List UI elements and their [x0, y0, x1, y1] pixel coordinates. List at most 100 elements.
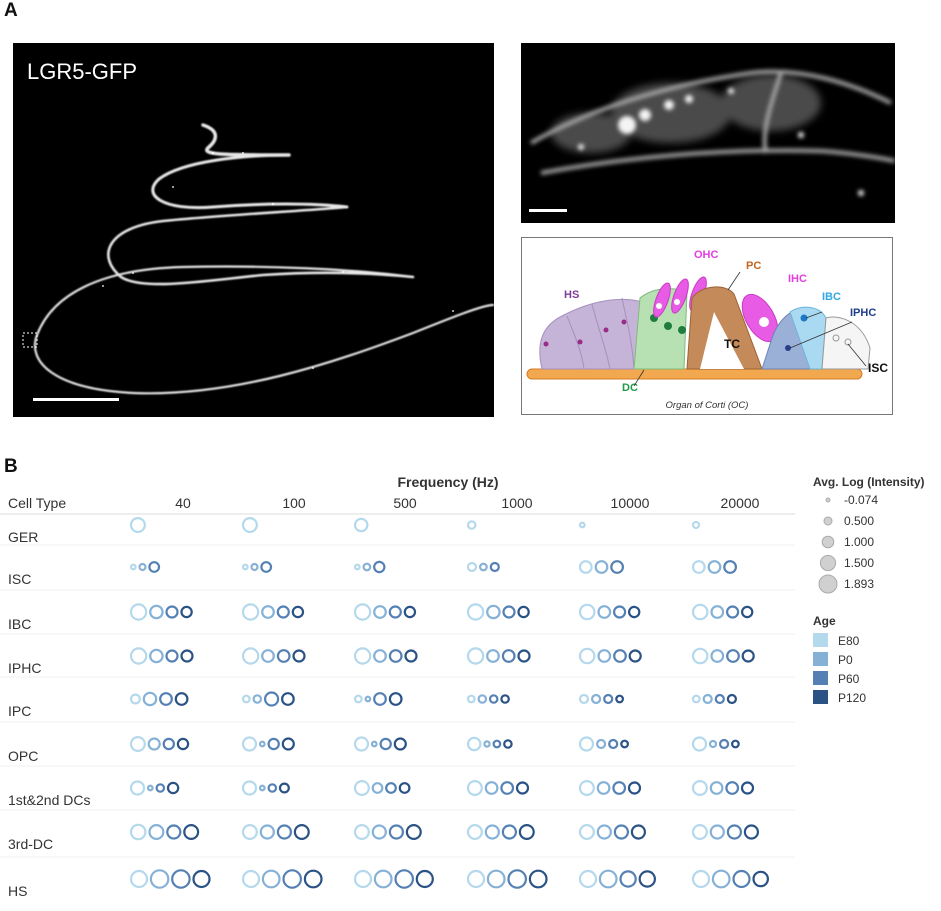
bubble-point — [291, 605, 305, 619]
bubble-point — [578, 869, 598, 889]
bubble-point — [627, 781, 642, 795]
bubble-point — [385, 782, 397, 794]
bubble-point — [373, 605, 387, 619]
bubble-point — [260, 561, 273, 573]
bubble-point — [149, 604, 164, 620]
bubble-point — [578, 736, 595, 752]
bubble-point — [578, 824, 595, 841]
bubble-point — [364, 695, 372, 703]
bubble-point — [502, 605, 516, 619]
bubble-point — [517, 649, 531, 663]
bubble-point — [353, 517, 369, 533]
bubble-point — [484, 781, 499, 795]
image-label: LGR5-GFP — [27, 59, 138, 84]
bubble-point — [477, 694, 488, 704]
bubble-point — [501, 824, 517, 840]
cell-type-label: GER — [8, 529, 38, 545]
frequency-label: 20000 — [721, 495, 760, 511]
bubble-point — [353, 694, 363, 704]
bubble-point — [741, 649, 755, 663]
bubble-point — [129, 823, 147, 841]
bubble-point — [276, 649, 291, 663]
bubble-point — [578, 603, 596, 621]
bubble-point — [149, 648, 164, 664]
cell-type-label: ISC — [8, 571, 31, 587]
bubble-point — [129, 869, 149, 889]
age-legend-swatch — [813, 690, 828, 704]
bubble-point — [241, 736, 258, 752]
bubble-point — [752, 870, 769, 888]
bubble-point — [373, 560, 386, 574]
bubble-point — [155, 783, 166, 793]
bubble-point — [267, 783, 278, 793]
bubble-point — [241, 869, 261, 889]
bubble-point — [241, 603, 260, 621]
bubble-point — [252, 694, 263, 704]
inset-box — [22, 332, 38, 348]
bubble-point — [578, 521, 586, 529]
bubble-point — [578, 560, 593, 574]
size-legend-swatch — [819, 554, 837, 572]
age-legend-swatch — [813, 671, 828, 685]
size-legend-title: Avg. Log (Intensity) — [813, 475, 925, 489]
bubble-point — [597, 649, 612, 663]
bubble-point — [258, 740, 266, 748]
bubble-point — [353, 603, 372, 621]
bubble-point — [373, 869, 393, 889]
bubble-point — [388, 605, 402, 619]
bubble-point — [725, 781, 740, 795]
bubble-point — [691, 520, 701, 530]
bubble-point — [192, 869, 211, 889]
bubble-point — [362, 562, 372, 572]
bubble-point — [741, 605, 754, 619]
bubble-point — [500, 694, 510, 704]
bubble-point — [398, 782, 411, 794]
frequency-label: 100 — [282, 495, 306, 511]
bubble-point — [371, 782, 384, 794]
label-pc: PC — [746, 260, 761, 272]
bubble-point — [261, 869, 281, 889]
bubble-point — [393, 737, 407, 751]
size-legend-swatch — [818, 574, 838, 594]
bubble-point — [241, 647, 260, 665]
bubble-point — [149, 869, 170, 889]
panel-b-letter: B — [4, 456, 18, 477]
bubble-point — [603, 693, 614, 705]
bubble-point — [292, 649, 306, 663]
bubble-point — [638, 870, 657, 888]
cochlea-spiral-drawing — [22, 123, 494, 401]
bubble-point — [264, 691, 280, 707]
bubble-chart: Frequency (Hz) Cell Type 40 100 500 1000 100… — [0, 474, 925, 899]
bubble-point — [466, 736, 482, 752]
bubble-point — [726, 693, 738, 705]
bubble-point — [278, 782, 290, 794]
bubble-point — [403, 605, 417, 619]
bubble-point — [483, 740, 491, 748]
bubble-point — [628, 605, 641, 619]
size-legend-swatch — [823, 516, 833, 526]
cell-type-label: IPHC — [8, 660, 41, 676]
organ-of-corti-diagram: HS OHC PC IHC IBC IPHC TC ISC DC Organ o… — [521, 237, 893, 415]
bubble-point — [503, 739, 513, 749]
bubble-point — [142, 691, 158, 707]
label-tc: TC — [724, 337, 740, 351]
bubble-point — [596, 824, 612, 840]
label-ibc: IBC — [822, 291, 841, 303]
bubble-point — [415, 869, 434, 889]
bubble-point — [578, 693, 590, 705]
bubble-point — [276, 605, 290, 619]
bubble-point — [466, 603, 485, 621]
bubble-point — [138, 562, 147, 572]
bubble-point — [725, 605, 740, 619]
bubble-point — [267, 737, 280, 751]
age-legend-label: P60 — [838, 672, 860, 686]
size-legend-label: 1.500 — [844, 556, 874, 570]
bubble-point — [578, 647, 596, 665]
frequency-label: 10000 — [611, 495, 650, 511]
cell-type-label: IPC — [8, 703, 31, 719]
bubble-point — [353, 780, 370, 797]
bubble-point — [691, 694, 701, 704]
bubble-point — [608, 738, 619, 750]
bubble-point — [612, 605, 627, 619]
bubble-point — [129, 647, 148, 665]
